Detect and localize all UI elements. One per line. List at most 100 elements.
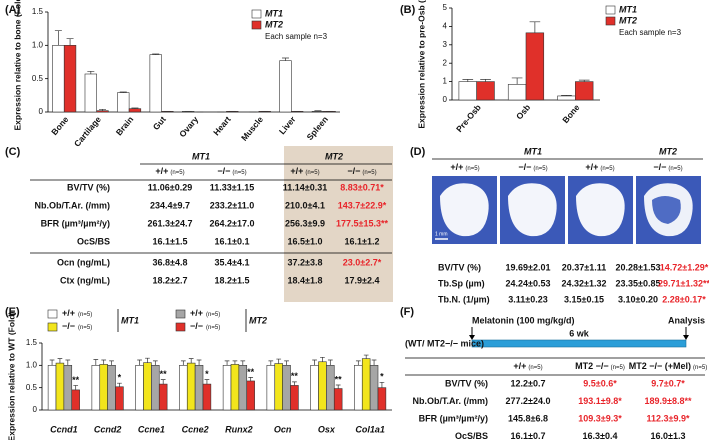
x-tick-label: Cartilage	[72, 114, 103, 149]
error-bar	[363, 354, 369, 359]
cell: 8.83±0.71*	[340, 182, 384, 192]
x-tick-label: Pre-Osb	[454, 102, 483, 134]
bar	[377, 387, 387, 411]
legend-name: −/−	[190, 321, 203, 331]
legend-note: Each sample n=3	[619, 28, 682, 37]
legend-note: (n=5)	[206, 325, 220, 331]
legend-label: −/− (n=5)	[190, 321, 220, 331]
cell: 35.4±4.1	[215, 257, 250, 267]
significance: *	[205, 369, 209, 379]
bar	[135, 365, 144, 411]
x-tick-label: Heart	[211, 114, 233, 137]
error-bar	[196, 359, 202, 366]
cell: 24.24±0.53	[506, 278, 551, 288]
error-bar	[137, 359, 142, 366]
bar	[354, 365, 363, 411]
bar	[279, 60, 292, 113]
bar	[274, 363, 283, 411]
panel-label: (B)	[400, 4, 416, 16]
bar	[458, 81, 477, 101]
genotype-n: (n=5)	[170, 170, 184, 176]
y-tick-label: 0.5	[32, 74, 44, 83]
legend-note: (n=5)	[78, 325, 92, 331]
error-bar	[57, 358, 63, 364]
cell: 14.72±1.29*	[660, 262, 709, 272]
bar	[84, 73, 97, 113]
bar	[47, 365, 57, 411]
bar	[476, 81, 495, 101]
y-tick-label: 0	[39, 107, 44, 116]
significance: **	[247, 367, 255, 377]
legend-label: MT1	[619, 4, 637, 14]
row-label: BFR (µm³/µm²/y)	[41, 218, 110, 228]
row-label: BV/TV (%)	[445, 378, 488, 388]
cell: 17.9±2.4	[345, 275, 380, 285]
bar	[557, 95, 576, 101]
bar	[107, 365, 116, 411]
panel-label: (A)	[5, 4, 21, 16]
panel-label: (F)	[400, 306, 414, 318]
error-bar	[379, 381, 385, 388]
cell: 261.3±24.7	[148, 218, 193, 228]
y-tick-label: 5	[443, 3, 448, 12]
bar	[266, 365, 276, 411]
legend-note: (n=5)	[78, 312, 92, 318]
error-bar	[292, 381, 297, 386]
y-tick-label: 0.5	[26, 383, 38, 392]
bone-section	[440, 183, 489, 237]
bar	[318, 361, 327, 411]
bar	[149, 54, 162, 113]
error-bar	[371, 359, 377, 366]
cell: 9.7±0.7*	[651, 378, 685, 388]
cell: 16.1±1.5	[153, 236, 188, 246]
cell: 109.3±9.3*	[578, 413, 622, 423]
legend-swatch	[175, 322, 186, 332]
cell: 16.1±0.7	[511, 431, 546, 440]
error-bar	[248, 377, 254, 381]
row-label: Ocn (ng/mL)	[57, 257, 110, 267]
duration: 6 wk	[569, 328, 590, 338]
column-n: (n=5)	[528, 365, 542, 371]
column-main: MT2 −/− (+Mel)	[629, 361, 691, 371]
legend-name: +/+	[62, 308, 75, 318]
subjects: (WT/ MT2−/− mice)	[405, 338, 484, 348]
row-label: Nb.Ob/T.Ar. (/mm)	[34, 200, 110, 210]
genotype-symbol: −/−	[347, 166, 360, 176]
y-tick-label: 0	[443, 95, 448, 104]
legend-note: Each sample n=3	[265, 32, 328, 41]
row-label: OcS/BS	[455, 431, 488, 440]
x-tick-label: Liver	[277, 114, 298, 137]
cell: 145.8±6.8	[508, 413, 548, 423]
genotype-n: (n=5)	[465, 166, 479, 172]
bar	[369, 365, 379, 411]
column-header: MT2 −/− (n=5)	[575, 361, 625, 371]
error-bar	[188, 358, 194, 364]
cell: 18.2±2.7	[153, 275, 188, 285]
group-header: MT2	[325, 151, 343, 161]
bar	[222, 365, 232, 411]
y-axis-label: Expression relative to WT (Fold)	[6, 311, 16, 440]
error-bar	[160, 379, 166, 385]
bar	[151, 365, 160, 411]
bar	[91, 365, 101, 411]
significance: **	[291, 371, 299, 381]
bar	[194, 365, 204, 411]
cell: 24.32±1.32	[562, 278, 607, 288]
x-tick-label: Osx	[318, 424, 336, 434]
legend-group: MT1	[121, 315, 139, 325]
bar	[361, 358, 371, 411]
genotype-n: (n=5)	[362, 170, 376, 176]
genotype: +/+ (n=5)	[290, 166, 319, 176]
cell: 36.8±4.8	[153, 257, 188, 267]
x-tick-label: Bone	[560, 102, 581, 125]
error-bar	[335, 384, 341, 389]
error-bar	[312, 359, 317, 366]
cell: 11.06±0.29	[148, 182, 192, 192]
bar	[333, 388, 343, 411]
legend-group: MT2	[249, 315, 267, 325]
cell: 210.0±4.1	[285, 200, 325, 210]
genotype-symbol: +/+	[290, 166, 303, 176]
legend-label: MT2	[619, 15, 637, 25]
column-header: +/+ (n=5)	[513, 361, 542, 371]
